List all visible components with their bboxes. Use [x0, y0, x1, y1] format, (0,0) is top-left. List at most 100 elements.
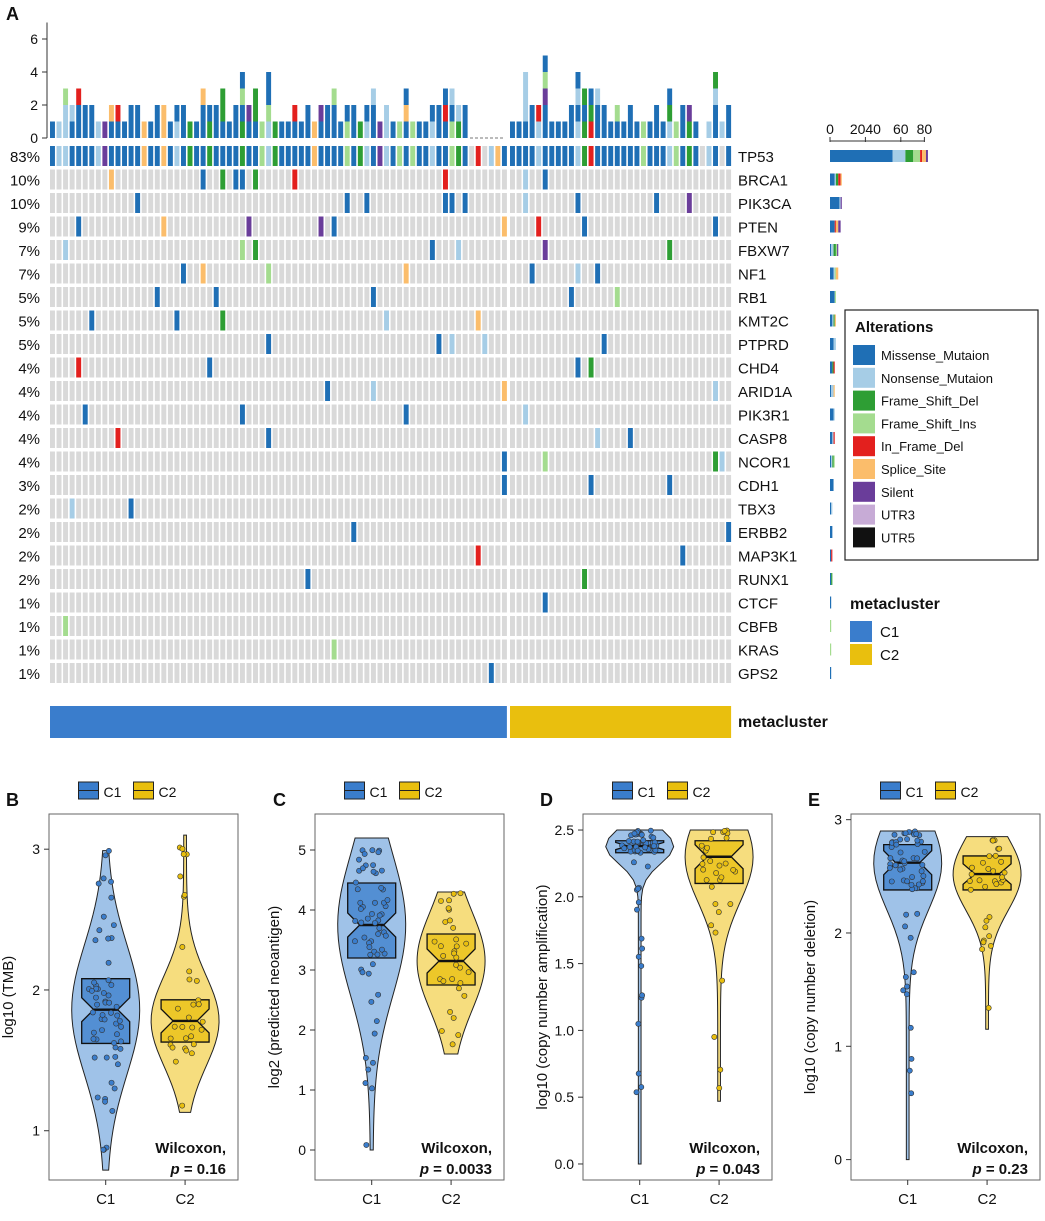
oncoplot-cell — [141, 569, 147, 589]
oncoplot-cell — [357, 451, 363, 472]
oncoplot-cell — [410, 146, 416, 166]
oncoplot-cell — [601, 569, 607, 589]
oncoplot-cell — [63, 569, 69, 589]
oncoplot-cell — [423, 334, 429, 354]
tmb-bar-segment — [266, 105, 272, 122]
oncoplot-cell — [423, 357, 429, 378]
oncoplot-cell — [555, 169, 561, 190]
oncoplot-cell — [501, 310, 507, 331]
oncoplot-cell — [719, 569, 725, 589]
gene-label: NF1 — [738, 267, 766, 284]
oncoplot-cell — [246, 475, 252, 495]
oncoplot-cell — [246, 616, 252, 636]
oncoplot-cell — [338, 381, 344, 401]
data-point-c1 — [634, 838, 641, 845]
oncoplot-cell — [654, 381, 660, 401]
oncoplot-cell — [390, 616, 396, 636]
oncoplot-cell — [108, 428, 114, 448]
data-point-c2 — [449, 1041, 456, 1048]
oncoplot-cell — [680, 639, 686, 660]
oncoplot-cell — [292, 287, 298, 307]
oncoplot-cell — [128, 357, 134, 378]
gene-percentage: 1% — [18, 596, 40, 613]
oncoplot-cell — [76, 569, 82, 589]
data-point-c2 — [719, 977, 726, 984]
oncoplot-cell — [318, 146, 324, 166]
oncoplot-cell — [279, 616, 285, 636]
oncoplot-cell — [318, 545, 324, 566]
oncoplot-cell — [128, 639, 134, 660]
oncoplot-cell — [122, 193, 127, 213]
oncoplot-cell — [660, 357, 666, 378]
gene-percentage: 4% — [18, 384, 40, 401]
oncoplot-cell — [501, 522, 507, 542]
oncoplot-cell — [686, 545, 692, 566]
oncoplot-cell — [713, 334, 718, 354]
oncoplot-cell — [331, 263, 337, 284]
oncoplot-cell — [108, 240, 114, 260]
oncoplot-cell — [377, 404, 383, 425]
oncoplot-cell — [575, 475, 581, 495]
oncoplot-cell — [647, 146, 653, 166]
data-point-c1 — [887, 855, 894, 862]
oncoplot-cell — [377, 522, 383, 542]
oncoplot-cell — [69, 428, 75, 448]
oncoplot-cell — [582, 240, 587, 260]
oncoplot-cell — [246, 404, 252, 425]
oncoplot-cell — [266, 522, 272, 542]
oncoplot-cell — [423, 569, 429, 589]
oncoplot-cell — [259, 146, 265, 166]
oncoplot-cell — [575, 616, 581, 636]
oncoplot-cell — [154, 451, 160, 472]
oncoplot-cell — [298, 193, 304, 213]
oncoplot-cell — [253, 216, 258, 237]
oncoplot-cell — [667, 381, 673, 401]
oncoplot-cell — [673, 592, 679, 613]
oncoplot-cell — [523, 522, 529, 542]
oncoplot-cell — [82, 451, 88, 472]
tmb-bar-segment — [141, 121, 147, 138]
x-tick-label-c1: C1 — [630, 1191, 649, 1208]
oncoplot-cell — [305, 545, 311, 566]
oncoplot-cell — [167, 263, 173, 284]
oncoplot-cell — [614, 240, 620, 260]
gene-label: CASP8 — [738, 431, 787, 448]
oncoplot-cell — [501, 357, 507, 378]
oncoplot-cell — [475, 216, 481, 237]
oncoplot-cell — [667, 639, 673, 660]
oncoplot-cell — [469, 357, 475, 378]
oncoplot-cell — [555, 357, 561, 378]
oncoplot-cell — [370, 639, 376, 660]
oncoplot-cell — [516, 357, 522, 378]
oncoplot-cell — [568, 310, 574, 331]
oncoplot-cell — [495, 451, 501, 472]
oncoplot-cell — [318, 263, 324, 284]
oncoplot-cell — [357, 146, 363, 166]
oncoplot-cell — [141, 451, 147, 472]
oncoplot-cell — [220, 146, 226, 166]
metacluster-legend-label: C1 — [880, 624, 899, 641]
oncoplot-cell — [726, 169, 732, 190]
gene-count-bar — [833, 408, 835, 421]
oncoplot-cell — [488, 428, 494, 448]
oncoplot-cell — [641, 569, 646, 589]
oncoplot-cell — [693, 592, 699, 613]
oncoplot-cell — [423, 240, 429, 260]
tmb-bar-segment — [128, 121, 134, 138]
oncoplot-cell — [673, 146, 679, 166]
oncoplot-cell — [449, 428, 455, 448]
oncoplot-cell — [568, 475, 574, 495]
oncoplot-cell — [298, 475, 304, 495]
oncoplot-cell — [298, 334, 304, 354]
oncoplot-cell — [641, 522, 646, 542]
gene-percentage: 4% — [18, 361, 40, 378]
data-point-c1 — [117, 1045, 124, 1052]
tmb-bar-segment — [403, 105, 409, 122]
oncoplot-cell — [128, 216, 134, 237]
oncoplot-cell — [174, 169, 180, 190]
data-point-c2 — [438, 898, 444, 904]
oncoplot-cell — [582, 263, 587, 284]
oncoplot-cell — [436, 193, 442, 213]
oncoplot-cell — [194, 146, 200, 166]
oncoplot-cell — [331, 240, 337, 260]
